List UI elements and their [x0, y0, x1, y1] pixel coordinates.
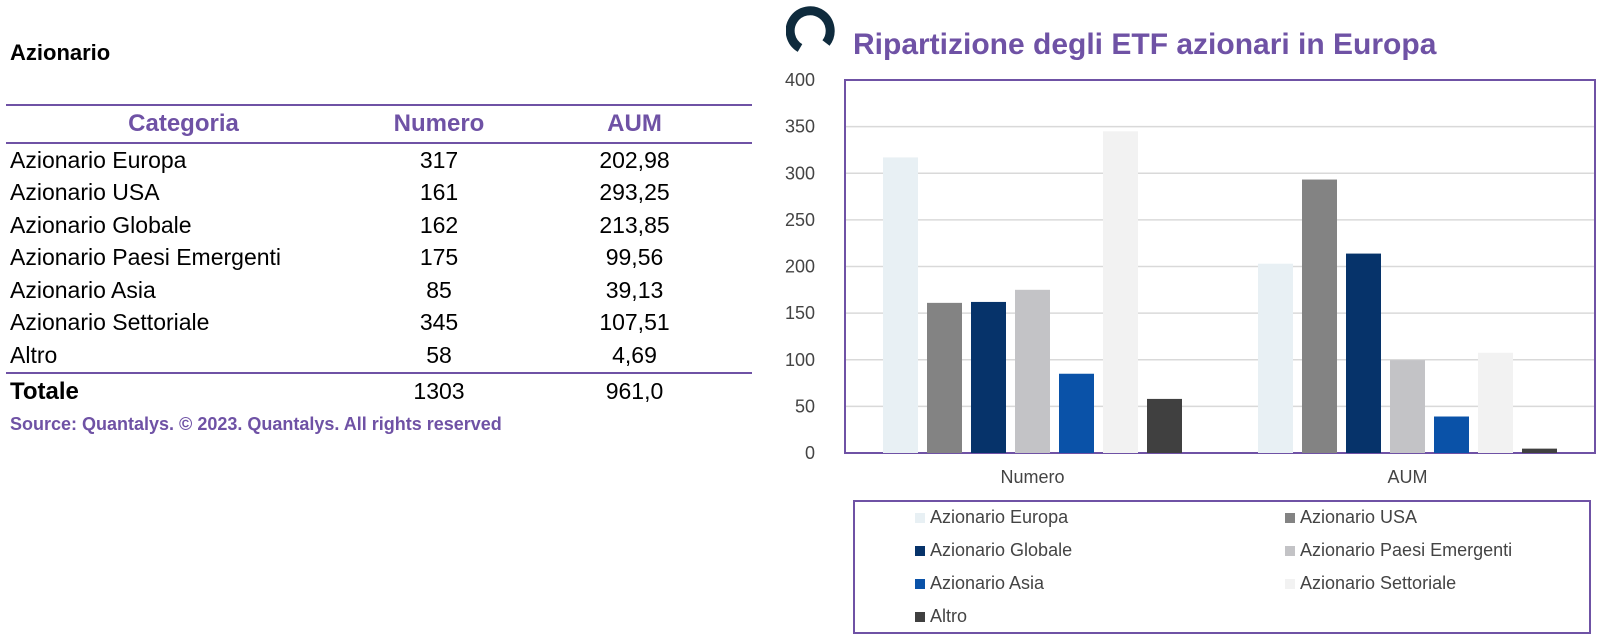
y-tick-label: 300: [785, 163, 815, 183]
row-category: Azionario Paesi Emergenti: [10, 244, 282, 271]
legend-label: Azionario Paesi Emergenti: [1300, 540, 1513, 560]
y-tick-label: 100: [785, 350, 815, 370]
bar: [1302, 179, 1337, 453]
summary-table: Categoria Numero AUM Azionario Europa 31…: [6, 104, 752, 410]
row-aum: 39,13: [605, 276, 664, 303]
y-tick-label: 350: [785, 117, 815, 137]
legend-item: Azionario Europa: [915, 507, 1068, 528]
header-numero: Numero: [361, 104, 517, 144]
legend-swatch: [1285, 545, 1295, 556]
total-label: Totale: [10, 377, 79, 405]
x-category-label: Numero: [1000, 467, 1064, 487]
bar: [883, 157, 918, 453]
legend-label: Azionario Settoriale: [1300, 573, 1457, 593]
total-numero: 1303: [413, 378, 465, 404]
row-category: Altro: [6, 339, 361, 374]
row-numero: 175: [419, 244, 459, 271]
section-title: Azionario: [10, 40, 111, 65]
legend-item: Azionario Globale: [915, 540, 1072, 561]
legend-item: Azionario Asia: [915, 573, 1044, 594]
x-category-label: AUM: [1388, 467, 1428, 487]
table-row: Azionario Paesi Emergenti 175 99,56: [6, 242, 752, 275]
bar: [1522, 448, 1557, 453]
legend-swatch: [915, 545, 925, 556]
row-aum: 213,85: [599, 211, 670, 238]
y-tick-label: 250: [785, 210, 815, 230]
row-aum: 107,51: [599, 309, 670, 336]
legend-swatch: [915, 512, 925, 523]
legend-swatch: [1285, 578, 1295, 589]
row-aum: 202,98: [599, 146, 670, 173]
legend-swatch: [915, 611, 925, 622]
legend-label: Altro: [930, 606, 968, 626]
row-numero: 162: [419, 211, 459, 238]
row-numero: 85: [426, 276, 452, 303]
bar: [971, 301, 1006, 453]
row-aum: 293,25: [599, 179, 670, 206]
source-note: Source: Quantalys. © 2023. Quantalys. Al…: [10, 414, 502, 434]
legend-item: Azionario Settoriale: [1285, 573, 1456, 594]
row-numero: 345: [419, 309, 459, 336]
quantalys-logo-icon: [786, 6, 835, 52]
legend-item: Altro: [915, 606, 967, 627]
legend-label: Azionario Europa: [930, 507, 1069, 527]
row-aum: 99,56: [605, 244, 664, 271]
legend-item: Azionario Paesi Emergenti: [1285, 540, 1512, 561]
bar: [1346, 253, 1381, 453]
legend-label: Azionario Asia: [930, 573, 1045, 593]
table-row: Altro 58 4,69: [6, 339, 752, 374]
row-numero: 161: [419, 179, 459, 206]
y-tick-label: 50: [795, 396, 815, 416]
bar: [1478, 352, 1513, 453]
y-tick-label: 0: [805, 443, 815, 463]
bar: [1059, 373, 1094, 453]
header-aum: AUM: [517, 104, 752, 144]
legend-label: Azionario USA: [1300, 507, 1418, 527]
total-row: Totale 1303 961,0: [6, 373, 752, 410]
table-row: Azionario Asia 85 39,13: [6, 274, 752, 307]
row-category: Azionario Globale: [10, 211, 192, 238]
bar: [1390, 360, 1425, 453]
bar: [1103, 131, 1138, 453]
row-category: Azionario Europa: [10, 146, 187, 173]
table-header-row: Categoria Numero AUM: [6, 104, 752, 144]
header-categoria: Categoria: [6, 104, 361, 144]
row-category: Azionario Asia: [10, 276, 156, 303]
y-tick-label: 150: [785, 303, 815, 323]
bar: [1258, 263, 1293, 453]
chart-title: Ripartizione degli ETF azionari in Europ…: [853, 28, 1437, 61]
table-row: Azionario Settoriale 345 107,51: [6, 307, 752, 340]
legend-item: Azionario USA: [1285, 507, 1417, 528]
row-category: Azionario USA: [10, 179, 160, 206]
bar: [1147, 398, 1182, 453]
bar: [1015, 289, 1050, 453]
plot-area-border: [844, 79, 1596, 454]
legend-label: Azionario Globale: [930, 540, 1073, 560]
row-numero: 317: [419, 146, 459, 173]
row-category: Azionario Settoriale: [10, 309, 210, 336]
y-tick-label: 400: [785, 70, 815, 90]
chart-legend: Azionario Europa Azionario USA Azionario G…: [853, 500, 1591, 634]
table-row: Azionario Globale 162 213,85: [6, 209, 752, 242]
row-aum: 4,69: [517, 339, 752, 374]
legend-swatch: [1285, 512, 1295, 523]
row-numero: 58: [361, 339, 517, 374]
total-aum: 961,0: [605, 378, 664, 404]
bar: [1434, 416, 1469, 453]
table-row: Azionario USA 161 293,25: [6, 177, 752, 210]
bar-chart: 0 50 100 150 200 250 300 350 400 Numero AUM: [785, 70, 1596, 487]
bar: [927, 302, 962, 453]
y-tick-label: 200: [785, 257, 815, 277]
table-row: Azionario Europa 317 202,98: [6, 143, 752, 177]
legend-swatch: [915, 578, 925, 589]
